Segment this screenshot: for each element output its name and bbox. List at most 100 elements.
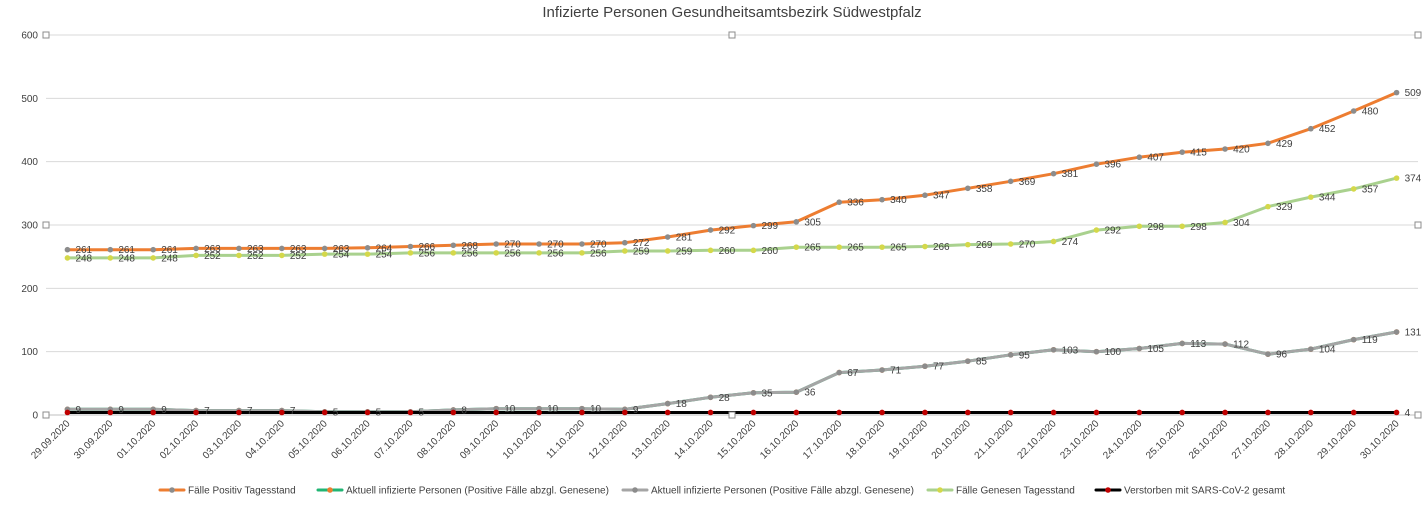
data-label: 358	[976, 184, 993, 195]
data-point	[836, 409, 842, 416]
data-point	[965, 358, 971, 364]
data-point	[793, 244, 800, 250]
data-label: 304	[1233, 218, 1250, 229]
x-tick-label: 13.10.2020	[630, 418, 673, 461]
data-label: 9	[118, 405, 124, 416]
data-label: 396	[1104, 160, 1121, 171]
data-point	[364, 245, 371, 251]
legend-item-3: Fälle Genesen Tagesstand	[926, 486, 1075, 497]
legend-marker	[1105, 487, 1111, 493]
series-line	[65, 91, 1399, 252]
series-3	[64, 175, 1400, 261]
data-point	[493, 409, 499, 416]
data-label: 261	[75, 245, 92, 256]
data-point	[364, 251, 371, 257]
series-line	[65, 176, 1399, 260]
data-point	[1093, 161, 1100, 167]
data-label: 18	[676, 399, 688, 410]
data-label: 105	[1147, 344, 1164, 355]
x-tick-label: 16.10.2020	[758, 418, 801, 461]
gridlines	[46, 34, 1418, 416]
data-label: 9	[161, 405, 167, 416]
data-point	[64, 255, 71, 261]
data-point	[622, 239, 628, 246]
data-point	[236, 245, 242, 252]
data-label: 266	[418, 242, 435, 253]
data-point	[64, 409, 71, 416]
data-point	[664, 400, 671, 407]
y-tick-label: 500	[21, 94, 38, 105]
data-point	[1093, 227, 1100, 233]
data-point	[1265, 351, 1271, 358]
data-point	[64, 246, 71, 253]
selection-handle	[1414, 221, 1422, 229]
data-point	[664, 234, 671, 240]
data-point	[793, 219, 800, 225]
data-point	[1093, 348, 1100, 355]
data-point	[1265, 409, 1271, 416]
data-label: 292	[1104, 226, 1121, 237]
data-label: 266	[933, 242, 950, 253]
data-label: 357	[1362, 184, 1379, 195]
data-label: 305	[804, 217, 821, 228]
data-label: 270	[590, 240, 607, 251]
data-label: 35	[761, 388, 773, 399]
data-point	[879, 367, 885, 373]
data-point	[664, 409, 671, 416]
data-label: 252	[290, 251, 307, 262]
selection-handle	[1414, 411, 1422, 419]
data-label: 248	[75, 253, 92, 264]
x-tick-label: 01.10.2020	[115, 418, 158, 461]
x-tick-label: 03.10.2020	[201, 418, 244, 461]
data-point	[1007, 352, 1014, 358]
data-point	[750, 247, 757, 254]
data-point	[922, 409, 928, 416]
data-label: 265	[804, 243, 821, 254]
selection-handle	[728, 31, 736, 39]
x-tick-label: 15.10.2020	[715, 418, 758, 461]
data-point	[750, 222, 757, 229]
data-point	[279, 252, 285, 259]
data-label: 452	[1319, 124, 1336, 135]
data-point	[236, 252, 242, 259]
data-point	[707, 409, 714, 416]
data-label: 263	[204, 244, 221, 255]
data-label: 254	[333, 250, 350, 261]
data-label: 119	[1362, 335, 1378, 346]
data-label: 256	[418, 248, 435, 259]
data-point	[1265, 203, 1271, 210]
data-label: 274	[1062, 237, 1079, 248]
legend-item-1: Aktuell infizierte Personen (Positive Fä…	[316, 486, 609, 497]
data-point	[664, 248, 671, 254]
x-tick-label: 22.10.2020	[1016, 418, 1059, 461]
data-label: 270	[1019, 240, 1036, 251]
x-tick-label: 11.10.2020	[544, 418, 587, 461]
data-label: 264	[376, 243, 393, 254]
data-point	[922, 192, 928, 199]
data-label: 259	[676, 246, 693, 257]
data-labels-layer: 261 261 261 263 263 263 263 264 266 268 270 270 270 2…	[75, 88, 1421, 419]
data-point	[1136, 409, 1143, 416]
data-point	[1393, 175, 1400, 181]
data-label: 100	[1104, 347, 1121, 358]
data-point	[450, 409, 457, 416]
data-point	[1222, 219, 1228, 226]
data-point	[579, 409, 585, 416]
data-point	[922, 243, 928, 250]
data-label: 96	[1276, 350, 1288, 361]
data-point	[1308, 409, 1314, 416]
data-label: 252	[204, 251, 221, 262]
data-point	[1050, 238, 1057, 245]
data-point	[1136, 223, 1143, 230]
data-label: 5	[418, 407, 424, 418]
data-label: 28	[719, 393, 731, 404]
data-point	[1222, 341, 1228, 347]
data-point	[1308, 125, 1314, 132]
x-tick-label: 02.10.2020	[158, 418, 201, 461]
data-point	[150, 255, 156, 261]
data-label: 10	[547, 404, 559, 415]
data-point	[107, 246, 114, 253]
data-point	[1350, 108, 1357, 114]
data-point	[836, 199, 842, 205]
data-point	[364, 409, 371, 416]
